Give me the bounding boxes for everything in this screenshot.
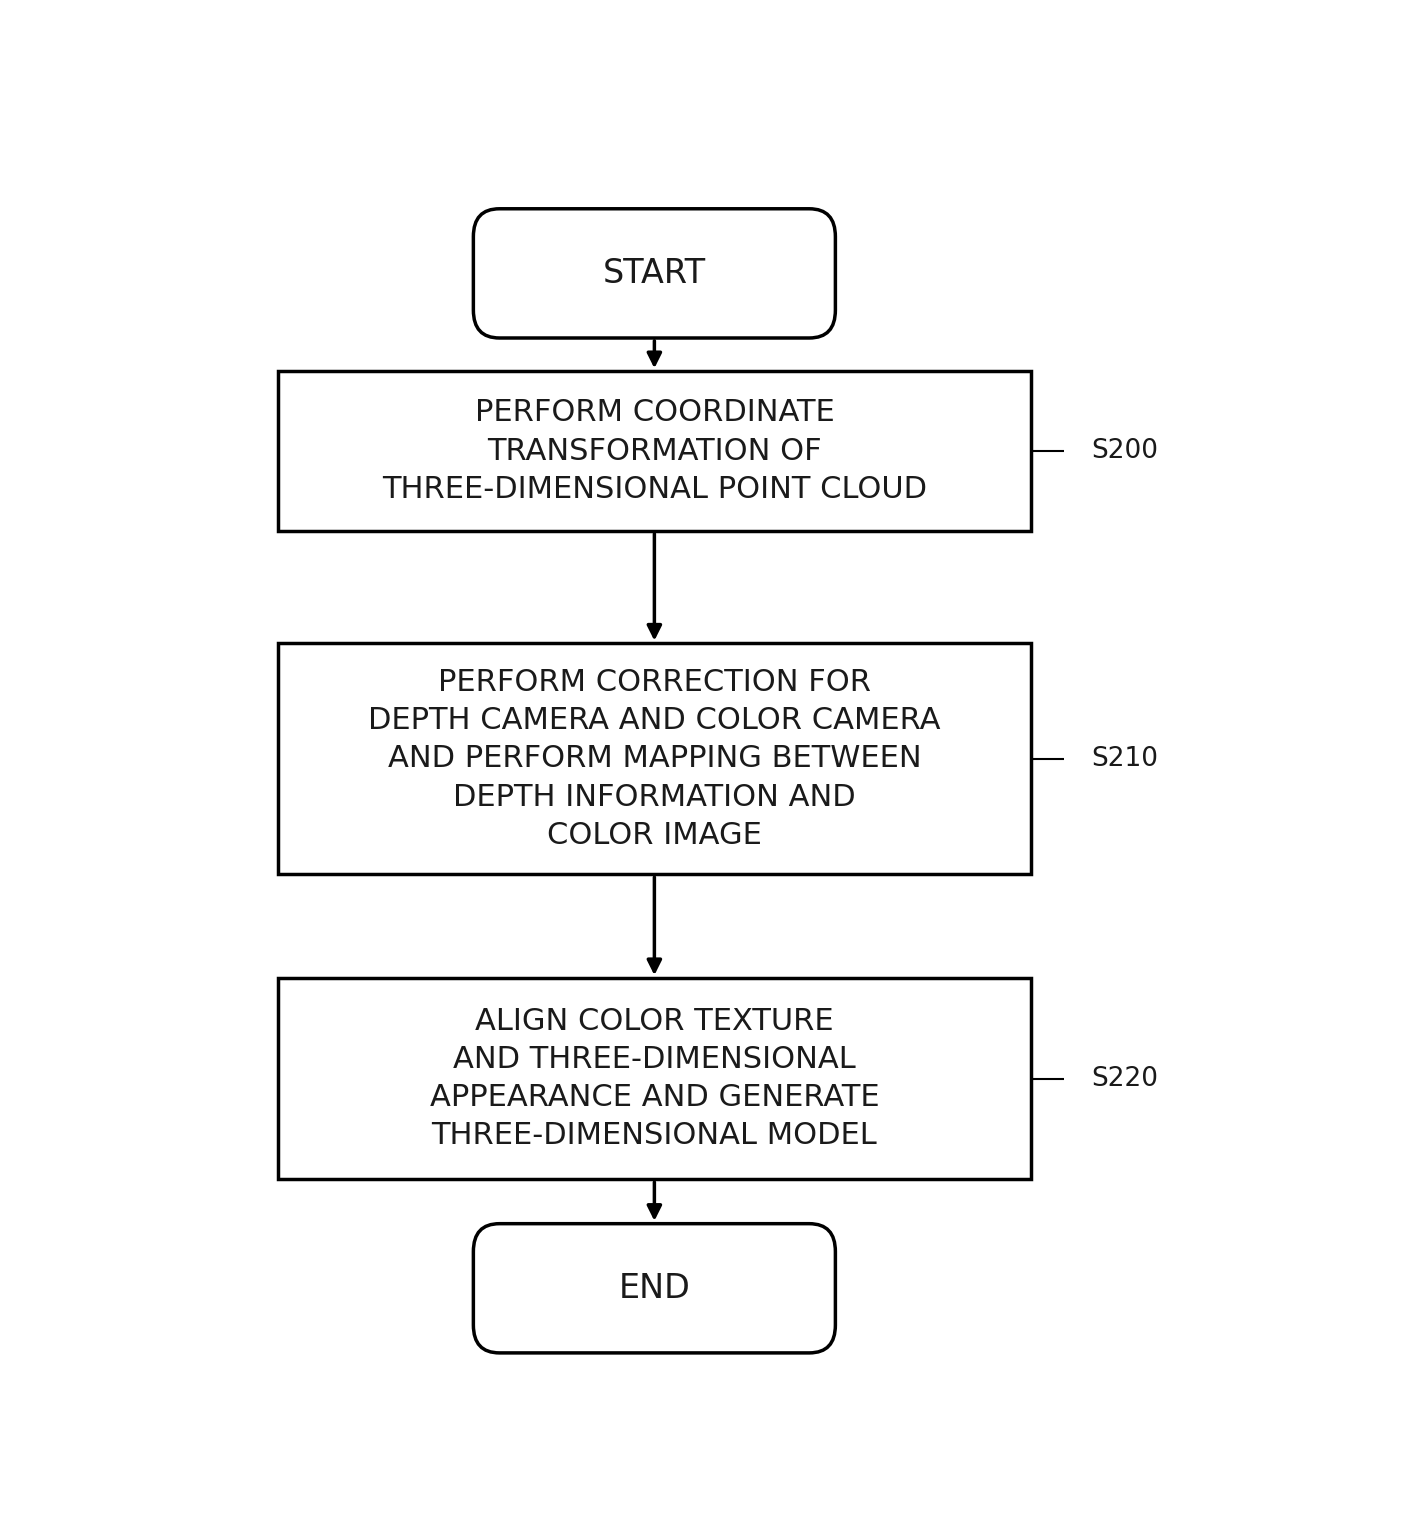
Text: END: END <box>618 1272 690 1304</box>
FancyBboxPatch shape <box>473 1224 835 1353</box>
Bar <box>278 978 1031 1180</box>
Text: S220: S220 <box>1091 1066 1158 1092</box>
Text: S200: S200 <box>1091 438 1158 464</box>
Text: ALIGN COLOR TEXTURE
AND THREE-DIMENSIONAL
APPEARANCE AND GENERATE
THREE-DIMENSIO: ALIGN COLOR TEXTURE AND THREE-DIMENSIONA… <box>430 1007 880 1150</box>
Bar <box>278 371 1031 531</box>
Text: S210: S210 <box>1091 746 1158 772</box>
Text: START: START <box>603 257 705 289</box>
Text: PERFORM CORRECTION FOR
DEPTH CAMERA AND COLOR CAMERA
AND PERFORM MAPPING BETWEEN: PERFORM CORRECTION FOR DEPTH CAMERA AND … <box>368 667 941 851</box>
Bar <box>278 643 1031 875</box>
Text: PERFORM COORDINATE
TRANSFORMATION OF
THREE-DIMENSIONAL POINT CLOUD: PERFORM COORDINATE TRANSFORMATION OF THR… <box>381 398 927 504</box>
FancyBboxPatch shape <box>473 209 835 338</box>
